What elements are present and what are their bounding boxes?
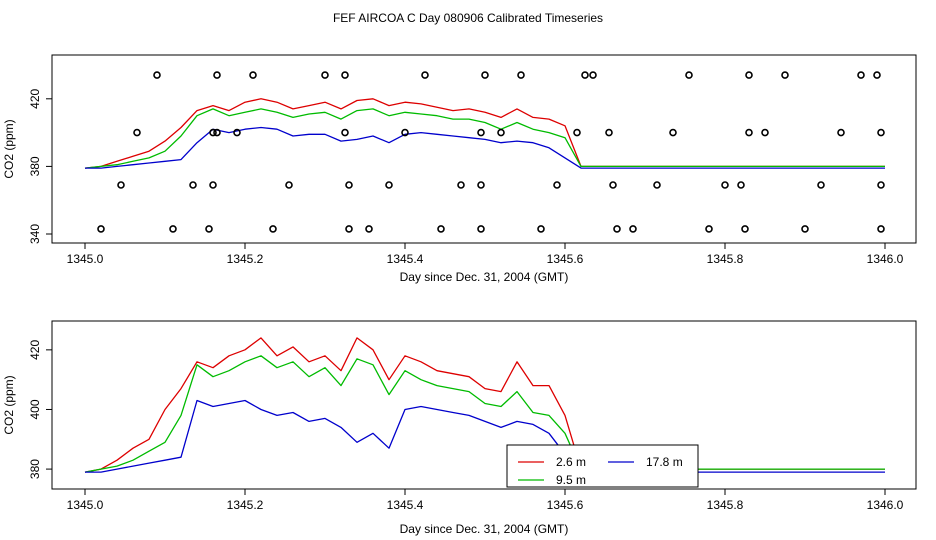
calibration-marker (477, 128, 485, 137)
calibration-marker (321, 71, 329, 79)
calibration-marker (877, 225, 885, 233)
plot-frame (51, 54, 917, 244)
calibration-marker (401, 128, 409, 137)
series-line-17.8m (85, 126, 885, 169)
calibration-marker (837, 128, 845, 137)
x-tick-label: 1345.8 (707, 252, 744, 266)
x-tick-label: 1345.4 (387, 498, 424, 512)
series-line-9.5m (84, 355, 885, 473)
x-tick-label: 1345.0 (67, 498, 104, 512)
y-tick-label: 420 (28, 88, 42, 108)
legend-label-9.5m: 9.5 m (556, 473, 586, 487)
panel-top: Day since Dec. 31, 2004 (GMT) CO2 (ppm) … (2, 54, 917, 284)
calibration-marker (117, 181, 125, 189)
legend-label-2.6m: 2.6 m (556, 455, 586, 469)
calibration-marker (685, 71, 693, 79)
calibration-marker (761, 128, 769, 137)
calibration-marker (721, 181, 729, 189)
legend-label-17.8m: 17.8 m (646, 455, 683, 469)
calibration-marker (497, 128, 505, 137)
calibration-marker (705, 225, 713, 233)
calibration-marker (341, 128, 349, 137)
calibration-marker (457, 181, 465, 189)
calibration-marker (801, 225, 809, 233)
calibration-marker (133, 128, 141, 137)
series-line-9.5m (84, 108, 885, 169)
calibration-marker (189, 181, 197, 189)
calibration-marker (249, 71, 257, 79)
y-tick-label: 380 (28, 459, 42, 479)
x-tick-label: 1345.8 (707, 498, 744, 512)
calibration-marker (97, 225, 105, 233)
calibration-marker (345, 225, 353, 233)
calibration-marker (269, 225, 277, 233)
calibration-marker (209, 128, 217, 137)
calibration-marker (233, 128, 241, 137)
calibration-marker (285, 181, 293, 189)
calibration-marker (169, 225, 177, 233)
calibration-marker (421, 71, 429, 79)
calibration-marker (517, 71, 525, 79)
calibration-marker (613, 225, 621, 233)
calibration-marker (537, 225, 545, 233)
series-line-2.6m (84, 337, 885, 473)
calibration-marker (741, 225, 749, 233)
x-axis-label: Day since Dec. 31, 2004 (GMT) (400, 270, 569, 284)
calibration-marker (477, 181, 485, 189)
figure-title: FEF AIRCOA C Day 080906 Calibrated Times… (333, 11, 603, 25)
y-axis-label: CO2 (ppm) (2, 375, 16, 434)
calibration-marker (209, 181, 217, 189)
calibration-marker (629, 225, 637, 233)
series-line-17.8m (85, 399, 885, 473)
x-tick-label: 1345.6 (547, 252, 584, 266)
x-tick-label: 1345.0 (67, 252, 104, 266)
calibration-marker (213, 71, 221, 79)
x-tick-label: 1346.0 (867, 252, 904, 266)
calibration-marker (877, 181, 885, 189)
y-tick-label: 400 (28, 399, 42, 419)
calibration-marker (213, 128, 221, 137)
plot-frame (51, 320, 917, 490)
calibration-marker (653, 181, 661, 189)
x-tick-label: 1345.6 (547, 498, 584, 512)
calibration-marker (857, 71, 865, 79)
calibration-marker (745, 128, 753, 137)
calibration-marker (153, 71, 161, 79)
x-tick-label: 1345.2 (227, 498, 264, 512)
calibration-marker (385, 181, 393, 189)
calibration-marker (589, 71, 597, 79)
calibration-marker (781, 71, 789, 79)
calibration-marker (873, 71, 881, 79)
x-tick-label: 1345.4 (387, 252, 424, 266)
calibration-marker (573, 128, 581, 137)
calibration-marker (477, 225, 485, 233)
y-tick-label: 420 (28, 340, 42, 360)
y-tick-label: 340 (28, 224, 42, 244)
y-tick-label: 380 (28, 156, 42, 176)
x-tick-label: 1346.0 (867, 498, 904, 512)
calibration-marker (481, 71, 489, 79)
x-tick-label: 1345.2 (227, 252, 264, 266)
legend: 2.6 m 9.5 m 17.8 m (506, 444, 699, 488)
calibration-marker (605, 128, 613, 137)
calibration-marker (581, 71, 589, 79)
calibration-marker (745, 71, 753, 79)
y-axis-label: CO2 (ppm) (2, 119, 16, 178)
calibration-marker (669, 128, 677, 137)
calibration-marker (341, 71, 349, 79)
calibration-marker (205, 225, 213, 233)
x-axis-label: Day since Dec. 31, 2004 (GMT) (400, 522, 569, 536)
calibration-marker (817, 181, 825, 189)
calibration-marker (877, 128, 885, 137)
calibration-marker (737, 181, 745, 189)
calibration-marker (553, 181, 561, 189)
calibration-marker (437, 225, 445, 233)
panel-bottom: Day since Dec. 31, 2004 (GMT) CO2 (ppm) … (2, 320, 917, 536)
calibration-marker (609, 181, 617, 189)
series-line-2.6m (84, 98, 885, 169)
calibration-marker (365, 225, 373, 233)
calibration-marker (345, 181, 353, 189)
